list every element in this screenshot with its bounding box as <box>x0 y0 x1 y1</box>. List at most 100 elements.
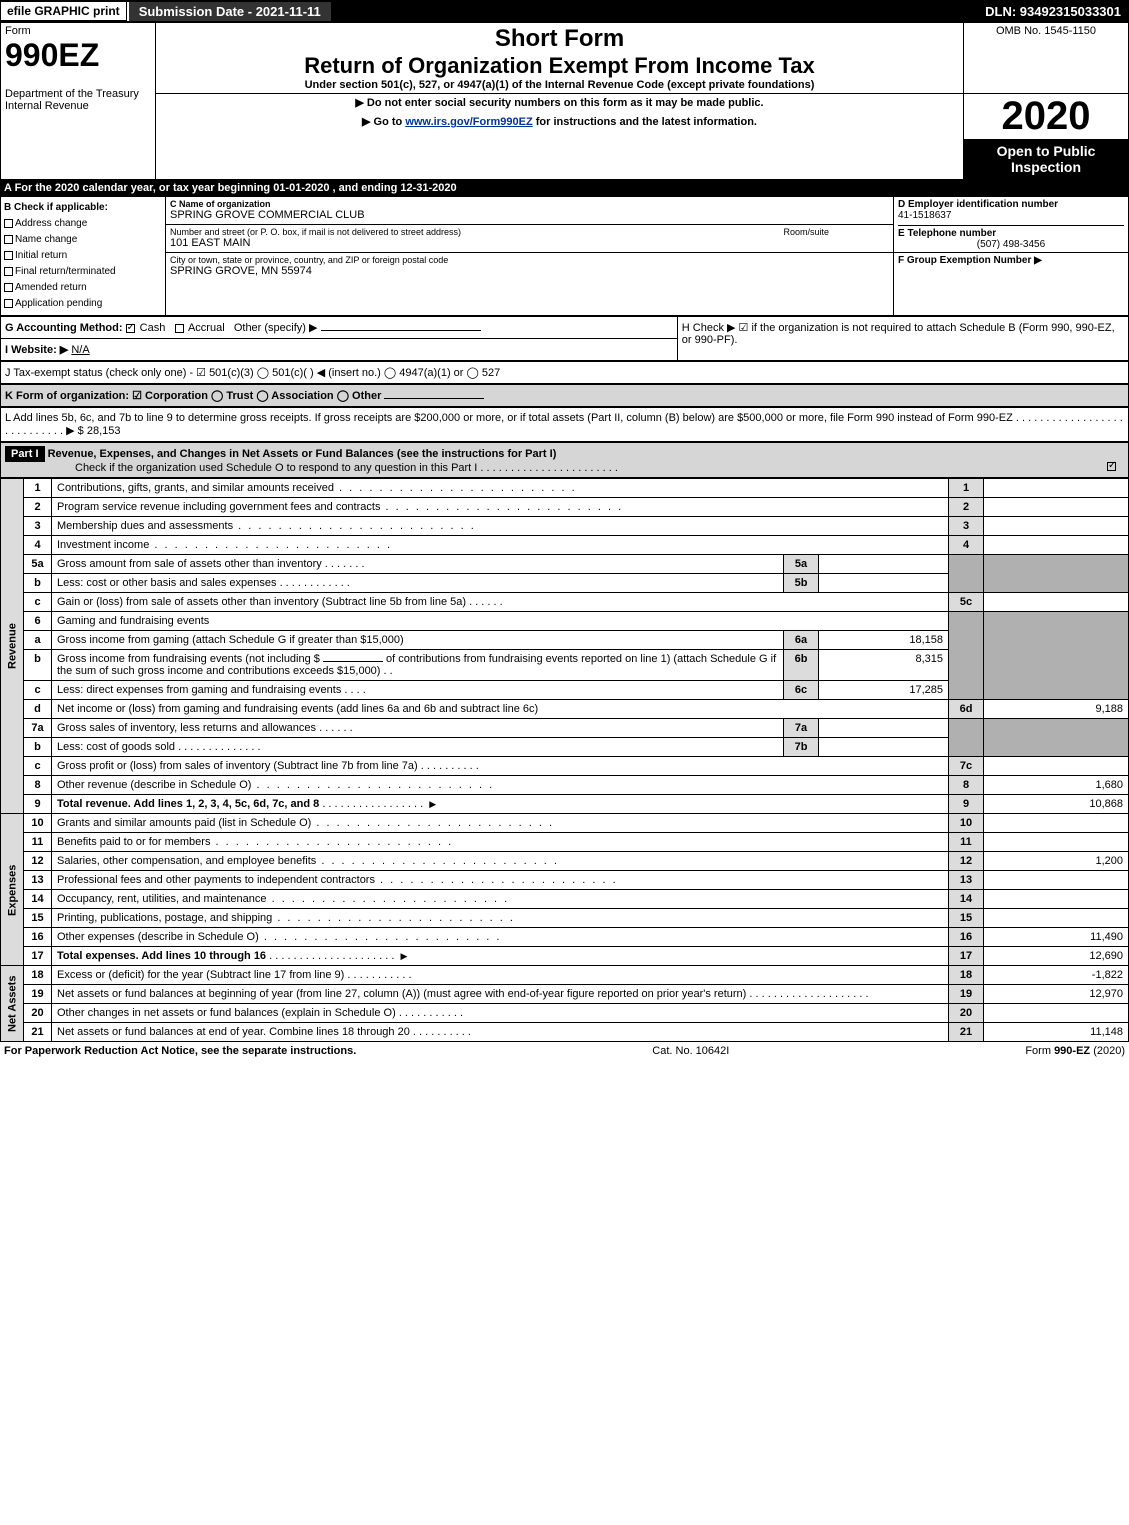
ln6b-num: b <box>24 650 52 681</box>
ln14-val <box>984 890 1129 909</box>
cb-name-change[interactable] <box>4 235 13 244</box>
dln-text: DLN: 93492315033301 <box>977 2 1129 21</box>
ln1-num: 1 <box>24 479 52 498</box>
lbl-final-return: Final return/terminated <box>15 266 116 277</box>
ein-value: 41-1518637 <box>898 210 951 221</box>
ln5c-text: Gain or (loss) from sale of assets other… <box>52 593 949 612</box>
box-d-e: D Employer identification number 41-1518… <box>894 197 1129 253</box>
phone-value: (507) 498-3456 <box>898 239 1124 250</box>
ln14-text: Occupancy, rent, utilities, and maintena… <box>52 890 949 909</box>
addr-label: Number and street (or P. O. box, if mail… <box>170 227 461 237</box>
cb-accrual[interactable] <box>175 324 184 333</box>
ln3-text: Membership dues and assessments <box>52 517 949 536</box>
ln6a-text: Gross income from gaming (attach Schedul… <box>52 631 784 650</box>
section-expenses: Expenses <box>1 814 24 966</box>
ln6c-subval: 17,285 <box>819 681 949 700</box>
ln6c-sub: 6c <box>784 681 819 700</box>
ln5b-num: b <box>24 574 52 593</box>
lbl-cash: Cash <box>140 322 166 334</box>
lbl-accrual: Accrual <box>188 322 225 334</box>
accounting-method: G Accounting Method: Cash Accrual Other … <box>1 317 678 339</box>
ln8-text: Other revenue (describe in Schedule O) <box>52 776 949 795</box>
page-footer: For Paperwork Reduction Act Notice, see … <box>0 1042 1129 1060</box>
tax-year: 2020 <box>964 94 1128 139</box>
ln11-box: 11 <box>949 833 984 852</box>
ln16-val: 11,490 <box>984 928 1129 947</box>
cb-cash[interactable] <box>126 324 135 333</box>
ln15-box: 15 <box>949 909 984 928</box>
ln7b-text: Less: cost of goods sold . . . . . . . .… <box>52 738 784 757</box>
ln5c-box: 5c <box>949 593 984 612</box>
efile-print-btn[interactable]: efile GRAPHIC print <box>0 1 127 21</box>
omb-cell: OMB No. 1545-1150 <box>964 23 1129 94</box>
ln10-val <box>984 814 1129 833</box>
ln7b-subval <box>819 738 949 757</box>
ln2-box: 2 <box>949 498 984 517</box>
street-address: 101 EAST MAIN <box>170 237 889 249</box>
ln4-text: Investment income <box>52 536 949 555</box>
row-k-text: K Form of organization: ☑ Corporation ◯ … <box>5 390 381 402</box>
ln4-val <box>984 536 1129 555</box>
ln21-num: 21 <box>24 1023 52 1042</box>
cb-address-change[interactable] <box>4 219 13 228</box>
ln6a-sub: 6a <box>784 631 819 650</box>
lbl-other: Other (specify) ▶ <box>234 322 318 334</box>
cb-schedule-o[interactable] <box>1107 462 1116 471</box>
goto-pre: ▶ Go to <box>362 116 405 128</box>
ln10-box: 10 <box>949 814 984 833</box>
ln4-box: 4 <box>949 536 984 555</box>
year-open-cell: 2020 Open to Public Inspection <box>964 94 1129 180</box>
row-l-text: L Add lines 5b, 6c, and 7b to line 9 to … <box>5 412 1123 437</box>
row-j: J Tax-exempt status (check only one) - ☑… <box>1 362 1129 384</box>
part1-check-text: Check if the organization used Schedule … <box>75 462 618 474</box>
ln10-text: Grants and similar amounts paid (list in… <box>52 814 949 833</box>
ln8-val: 1,680 <box>984 776 1129 795</box>
box-c-city: City or town, state or province, country… <box>166 253 894 316</box>
ln1-text: Contributions, gifts, grants, and simila… <box>52 479 949 498</box>
form-word: Form <box>5 25 151 37</box>
ln1-box: 1 <box>949 479 984 498</box>
ln19-num: 19 <box>24 985 52 1004</box>
city-value: SPRING GROVE, MN 55974 <box>170 265 889 277</box>
ln21-text: Net assets or fund balances at end of ye… <box>52 1023 949 1042</box>
footer-left: For Paperwork Reduction Act Notice, see … <box>4 1045 356 1057</box>
entity-info-table: B Check if applicable: Address change Na… <box>0 196 1129 316</box>
row-g-h: G Accounting Method: Cash Accrual Other … <box>0 316 1129 361</box>
lbl-name-change: Name change <box>15 234 77 245</box>
part1-label: Part I <box>5 446 45 462</box>
box-f-label: F Group Exemption Number ▶ <box>898 255 1042 266</box>
cb-final-return[interactable] <box>4 267 13 276</box>
ln14-num: 14 <box>24 890 52 909</box>
city-label: City or town, state or province, country… <box>170 255 889 265</box>
ln18-num: 18 <box>24 966 52 985</box>
box-b: B Check if applicable: Address change Na… <box>1 197 166 316</box>
ln19-box: 19 <box>949 985 984 1004</box>
ln6abc-gray <box>949 612 984 700</box>
ln13-num: 13 <box>24 871 52 890</box>
ln6d-val: 9,188 <box>984 700 1129 719</box>
ln12-num: 12 <box>24 852 52 871</box>
ln20-num: 20 <box>24 1004 52 1023</box>
ln15-val <box>984 909 1129 928</box>
form-header-table: Form 990EZ Department of the Treasury In… <box>0 22 1129 180</box>
row-g-label: G Accounting Method: <box>5 322 123 334</box>
ln11-num: 11 <box>24 833 52 852</box>
box-e-label: E Telephone number <box>898 228 996 239</box>
submission-date-btn[interactable]: Submission Date - 2021-11-11 <box>127 2 331 21</box>
goto-post: for instructions and the latest informat… <box>533 116 757 128</box>
ln6d-text: Net income or (loss) from gaming and fun… <box>52 700 949 719</box>
ln6-num: 6 <box>24 612 52 631</box>
ln6d-num: d <box>24 700 52 719</box>
lbl-application-pending: Application pending <box>15 298 102 309</box>
cb-application-pending[interactable] <box>4 299 13 308</box>
cb-initial-return[interactable] <box>4 251 13 260</box>
irs-link[interactable]: www.irs.gov/Form990EZ <box>405 116 532 128</box>
ln6abc-gray-val <box>984 612 1129 700</box>
box-c-label: C Name of organization <box>170 199 271 209</box>
ln6-text: Gaming and fundraising events <box>52 612 949 631</box>
ln1-val <box>984 479 1129 498</box>
ln9-text: Total revenue. Add lines 1, 2, 3, 4, 5c,… <box>52 795 949 814</box>
row-h-text: H Check ▶ ☑ if the organization is not r… <box>682 322 1115 346</box>
cb-amended-return[interactable] <box>4 283 13 292</box>
ln15-text: Printing, publications, postage, and shi… <box>52 909 949 928</box>
